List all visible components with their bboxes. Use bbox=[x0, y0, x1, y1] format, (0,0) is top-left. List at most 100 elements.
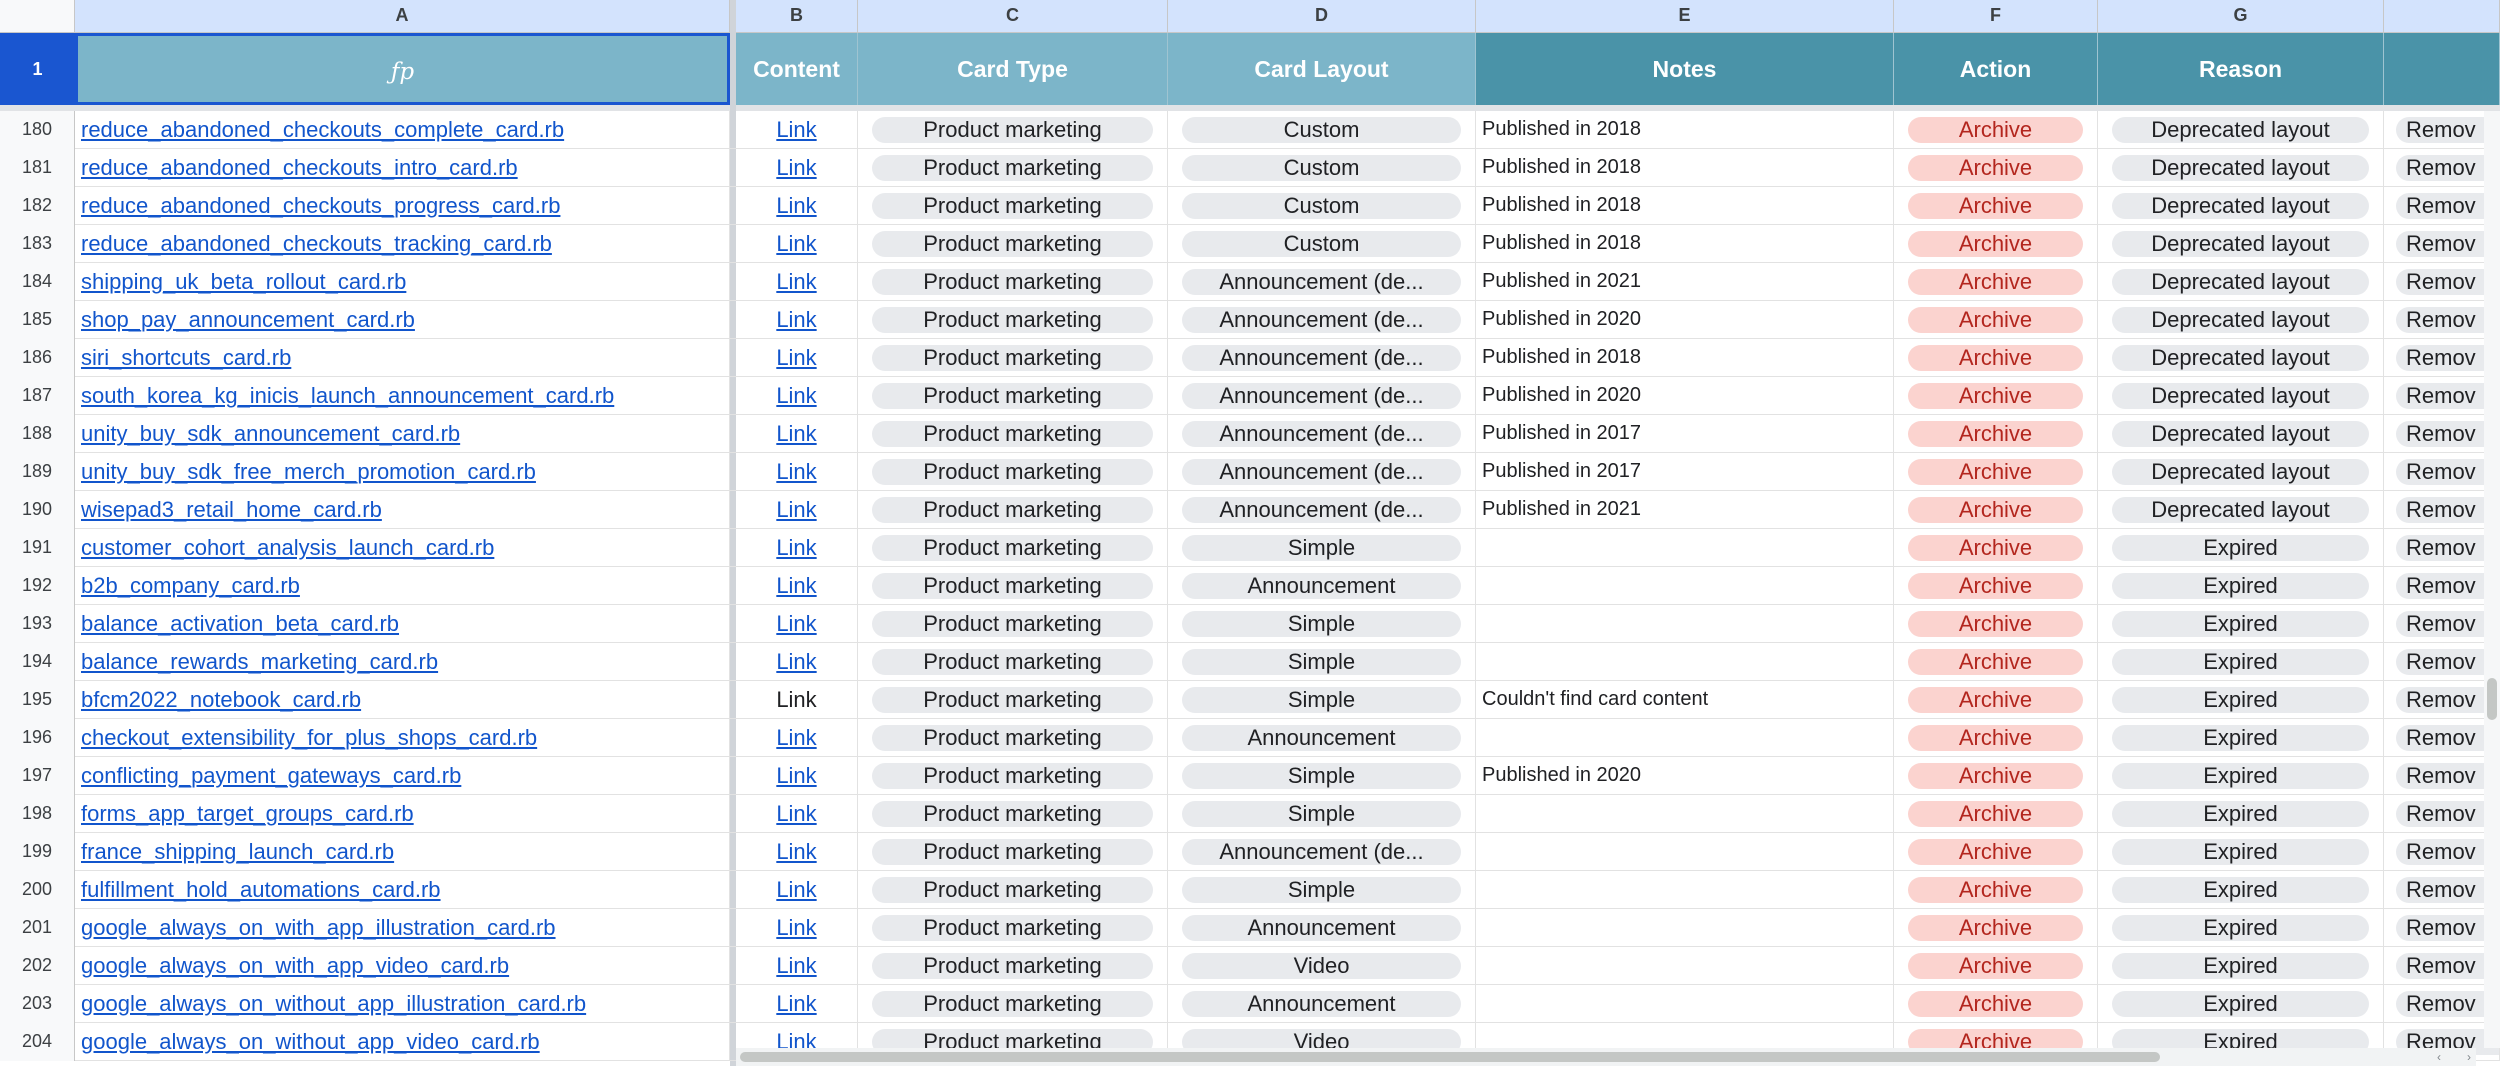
cell-card-layout[interactable]: Custom bbox=[1168, 111, 1476, 148]
column-letter-b[interactable]: B bbox=[736, 0, 858, 32]
cell-reason[interactable]: Expired bbox=[2098, 833, 2384, 870]
cell-card-layout[interactable]: Announcement (de... bbox=[1168, 833, 1476, 870]
file-link[interactable]: balance_rewards_marketing_card.rb bbox=[81, 649, 439, 674]
file-link[interactable]: google_always_on_without_app_video_card.… bbox=[81, 1029, 540, 1054]
file-link[interactable]: google_always_on_with_app_video_card.rb bbox=[81, 953, 510, 978]
cell-content[interactable]: Link bbox=[736, 757, 858, 794]
file-link[interactable]: customer_cohort_analysis_launch_card.rb bbox=[81, 535, 495, 560]
cell-action[interactable]: Archive bbox=[1894, 491, 2098, 528]
cell-reason[interactable]: Expired bbox=[2098, 909, 2384, 946]
h-chip[interactable]: Remov bbox=[2396, 801, 2499, 827]
cell-card-layout[interactable]: Custom bbox=[1168, 187, 1476, 224]
h-chip[interactable]: Remov bbox=[2396, 421, 2499, 447]
cell-card-type[interactable]: Product marketing bbox=[858, 719, 1168, 756]
card-layout-chip[interactable]: Announcement (de... bbox=[1182, 459, 1461, 485]
cell-content[interactable]: Link bbox=[736, 111, 858, 148]
cell-card-type[interactable]: Product marketing bbox=[858, 263, 1168, 300]
cell-fp[interactable]: siri_shortcuts_card.rb bbox=[75, 339, 730, 376]
card-layout-chip[interactable]: Announcement bbox=[1182, 991, 1461, 1017]
file-link[interactable]: reduce_abandoned_checkouts_progress_card… bbox=[81, 193, 561, 218]
cell-content[interactable]: Link bbox=[736, 453, 858, 490]
cell-reason[interactable]: Expired bbox=[2098, 643, 2384, 680]
column-letter-a[interactable]: A bbox=[75, 0, 730, 32]
cell-h[interactable]: Remov bbox=[2384, 149, 2500, 186]
reason-chip[interactable]: Expired bbox=[2112, 763, 2369, 789]
file-link[interactable]: unity_buy_sdk_free_merch_promotion_card.… bbox=[81, 459, 536, 484]
cell-reason[interactable]: Expired bbox=[2098, 985, 2384, 1022]
cell-card-type[interactable]: Product marketing bbox=[858, 757, 1168, 794]
cell-reason[interactable]: Deprecated layout bbox=[2098, 111, 2384, 148]
cell-h[interactable]: Remov bbox=[2384, 225, 2500, 262]
reason-chip[interactable]: Deprecated layout bbox=[2112, 421, 2369, 447]
card-layout-chip[interactable]: Announcement (de... bbox=[1182, 839, 1461, 865]
cell-card-layout[interactable]: Announcement (de... bbox=[1168, 453, 1476, 490]
card-type-chip[interactable]: Product marketing bbox=[872, 383, 1153, 409]
cell-fp[interactable]: balance_rewards_marketing_card.rb bbox=[75, 643, 730, 680]
row-number[interactable]: 194 bbox=[0, 643, 75, 681]
cell-action[interactable]: Archive bbox=[1894, 605, 2098, 642]
action-chip[interactable]: Archive bbox=[1908, 193, 2083, 219]
frozen-column-divider[interactable] bbox=[730, 0, 736, 1066]
reason-chip[interactable]: Expired bbox=[2112, 687, 2369, 713]
action-chip[interactable]: Archive bbox=[1908, 497, 2083, 523]
action-chip[interactable]: Archive bbox=[1908, 611, 2083, 637]
cell-h[interactable]: Remov bbox=[2384, 871, 2500, 908]
h-chip[interactable]: Remov bbox=[2396, 155, 2499, 181]
cell-card-layout[interactable]: Simple bbox=[1168, 795, 1476, 832]
cell-fp[interactable]: unity_buy_sdk_free_merch_promotion_card.… bbox=[75, 453, 730, 490]
column-letter-g[interactable]: G bbox=[2098, 0, 2384, 32]
header-cell-card-layout[interactable]: Card Layout bbox=[1168, 33, 1476, 105]
cell-content[interactable]: Link bbox=[736, 567, 858, 604]
action-chip[interactable]: Archive bbox=[1908, 687, 2083, 713]
cell-card-layout[interactable]: Simple bbox=[1168, 643, 1476, 680]
cell-card-layout[interactable]: Announcement (de... bbox=[1168, 377, 1476, 414]
reason-chip[interactable]: Expired bbox=[2112, 991, 2369, 1017]
cell-notes[interactable] bbox=[1476, 567, 1894, 604]
cell-reason[interactable]: Expired bbox=[2098, 795, 2384, 832]
cell-notes[interactable] bbox=[1476, 1023, 1894, 1060]
header-cell-action[interactable]: Action bbox=[1894, 33, 2098, 105]
file-link[interactable]: siri_shortcuts_card.rb bbox=[81, 345, 292, 370]
cell-fp[interactable]: unity_buy_sdk_announcement_card.rb bbox=[75, 415, 730, 452]
cell-card-layout[interactable]: Simple bbox=[1168, 605, 1476, 642]
card-layout-chip[interactable]: Announcement bbox=[1182, 725, 1461, 751]
cell-fp[interactable]: customer_cohort_analysis_launch_card.rb bbox=[75, 529, 730, 566]
content-link[interactable]: Link bbox=[776, 117, 817, 142]
action-chip[interactable]: Archive bbox=[1908, 459, 2083, 485]
cell-card-layout[interactable]: Announcement (de... bbox=[1168, 491, 1476, 528]
file-link[interactable]: shipping_uk_beta_rollout_card.rb bbox=[81, 269, 407, 294]
cell-h[interactable]: Remov bbox=[2384, 909, 2500, 946]
cell-fp[interactable]: google_always_on_without_app_video_card.… bbox=[75, 1023, 730, 1060]
cell-fp[interactable]: forms_app_target_groups_card.rb bbox=[75, 795, 730, 832]
content-link[interactable]: Link bbox=[776, 915, 817, 940]
cell-fp[interactable]: google_always_on_without_app_illustratio… bbox=[75, 985, 730, 1022]
cell-card-type[interactable]: Product marketing bbox=[858, 111, 1168, 148]
cell-content[interactable]: Link bbox=[736, 909, 858, 946]
content-link[interactable]: Link bbox=[776, 877, 817, 902]
card-layout-chip[interactable]: Custom bbox=[1182, 231, 1461, 257]
row-number[interactable]: 185 bbox=[0, 301, 75, 339]
card-layout-chip[interactable]: Simple bbox=[1182, 763, 1461, 789]
card-type-chip[interactable]: Product marketing bbox=[872, 649, 1153, 675]
cell-content[interactable]: Link bbox=[736, 795, 858, 832]
horizontal-scroll-thumb[interactable] bbox=[740, 1052, 2160, 1062]
content-link[interactable]: Link bbox=[776, 839, 817, 864]
card-type-chip[interactable]: Product marketing bbox=[872, 991, 1153, 1017]
reason-chip[interactable]: Deprecated layout bbox=[2112, 269, 2369, 295]
reason-chip[interactable]: Expired bbox=[2112, 877, 2369, 903]
cell-action[interactable]: Archive bbox=[1894, 263, 2098, 300]
row-number[interactable]: 199 bbox=[0, 833, 75, 871]
cell-card-layout[interactable]: Announcement (de... bbox=[1168, 301, 1476, 338]
cell-action[interactable]: Archive bbox=[1894, 339, 2098, 376]
cell-card-type[interactable]: Product marketing bbox=[858, 871, 1168, 908]
cell-notes[interactable] bbox=[1476, 529, 1894, 566]
column-letter-c[interactable]: C bbox=[858, 0, 1168, 32]
row-number[interactable]: 191 bbox=[0, 529, 75, 567]
cell-card-type[interactable]: Product marketing bbox=[858, 187, 1168, 224]
card-layout-chip[interactable]: Custom bbox=[1182, 193, 1461, 219]
card-layout-chip[interactable]: Announcement (de... bbox=[1182, 497, 1461, 523]
column-letter-h[interactable] bbox=[2384, 0, 2500, 32]
cell-notes[interactable] bbox=[1476, 985, 1894, 1022]
cell-h[interactable]: Remov bbox=[2384, 491, 2500, 528]
cell-notes[interactable]: Published in 2018 bbox=[1476, 339, 1894, 376]
